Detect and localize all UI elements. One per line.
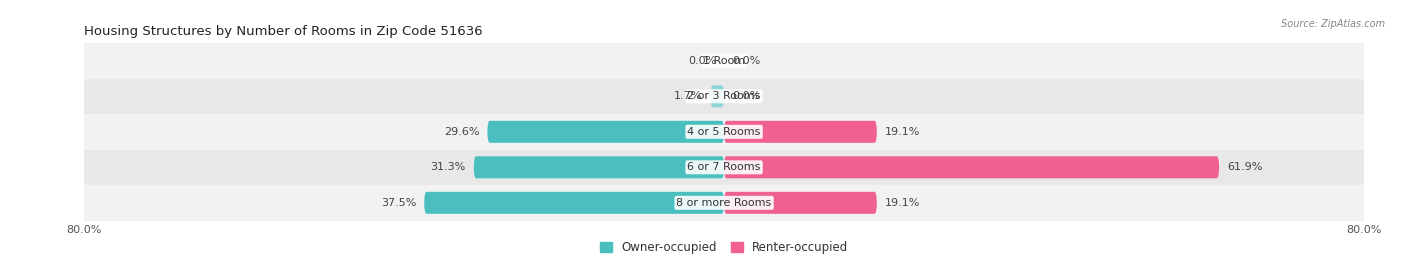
Bar <box>84 43 1364 79</box>
Text: 2 or 3 Rooms: 2 or 3 Rooms <box>688 91 761 101</box>
Text: 0.0%: 0.0% <box>688 56 716 66</box>
FancyBboxPatch shape <box>724 121 877 143</box>
Text: Source: ZipAtlas.com: Source: ZipAtlas.com <box>1281 19 1385 29</box>
Text: 61.9%: 61.9% <box>1227 162 1263 172</box>
Text: 1 Room: 1 Room <box>703 56 745 66</box>
Text: 31.3%: 31.3% <box>430 162 465 172</box>
Text: 29.6%: 29.6% <box>444 127 479 137</box>
Legend: Owner-occupied, Renter-occupied: Owner-occupied, Renter-occupied <box>600 241 848 254</box>
Text: 0.0%: 0.0% <box>733 91 761 101</box>
Text: 19.1%: 19.1% <box>884 127 920 137</box>
Text: 37.5%: 37.5% <box>381 198 416 208</box>
Bar <box>84 150 1364 185</box>
Bar <box>84 79 1364 114</box>
Bar <box>84 114 1364 150</box>
FancyBboxPatch shape <box>724 156 1219 178</box>
FancyBboxPatch shape <box>724 192 877 214</box>
FancyBboxPatch shape <box>710 85 724 107</box>
Text: 6 or 7 Rooms: 6 or 7 Rooms <box>688 162 761 172</box>
Text: 4 or 5 Rooms: 4 or 5 Rooms <box>688 127 761 137</box>
Bar <box>84 185 1364 221</box>
FancyBboxPatch shape <box>474 156 724 178</box>
Text: 1.7%: 1.7% <box>673 91 703 101</box>
FancyBboxPatch shape <box>488 121 724 143</box>
Text: 8 or more Rooms: 8 or more Rooms <box>676 198 772 208</box>
FancyBboxPatch shape <box>425 192 724 214</box>
Text: 19.1%: 19.1% <box>884 198 920 208</box>
Text: 0.0%: 0.0% <box>733 56 761 66</box>
Text: Housing Structures by Number of Rooms in Zip Code 51636: Housing Structures by Number of Rooms in… <box>84 25 484 38</box>
